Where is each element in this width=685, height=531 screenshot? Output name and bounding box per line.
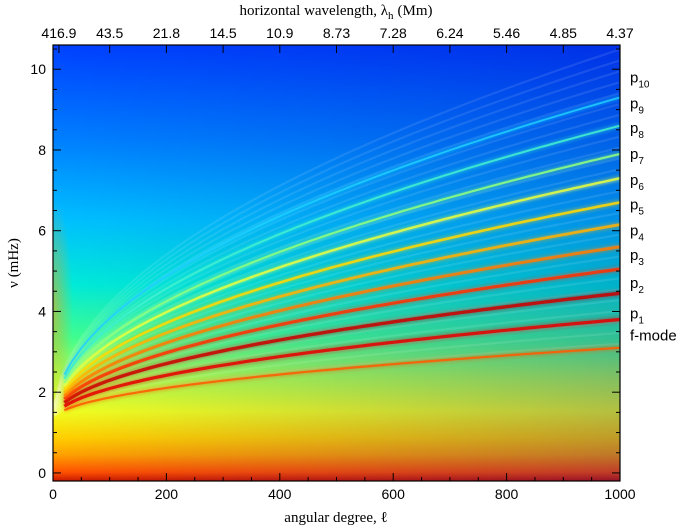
- top-axis-label-main: horizontal wavelength, λ: [240, 3, 389, 19]
- mode-label-p4: p4: [630, 223, 644, 244]
- mode-label-p6: p6: [630, 172, 644, 193]
- mode-label-p1: p1: [630, 305, 644, 326]
- fan-ridge: [53, 135, 620, 409]
- top-tick-label: 416.9: [41, 25, 76, 41]
- y-tick-label: 8: [38, 142, 46, 158]
- ridge-p4: [63, 245, 620, 397]
- top-axis-label: horizontal wavelength, λh (Mm): [240, 3, 433, 22]
- fan-ridge: [53, 81, 620, 406]
- top-tick-label: 21.8: [153, 25, 180, 41]
- fan-ridge: [53, 277, 620, 415]
- mode-label-p10: p10: [630, 69, 650, 90]
- ridge-p2: [63, 291, 620, 404]
- top-tick-label: 10.9: [266, 25, 293, 41]
- top-tick-label: 43.5: [96, 25, 123, 41]
- plot-area: [52, 44, 621, 482]
- fan-ridge: [53, 255, 620, 414]
- mode-label-p3: p3: [630, 247, 644, 268]
- mode-label-p9: p9: [630, 96, 644, 117]
- y-tick-label: 2: [38, 384, 46, 400]
- low-degree-glow: [53, 45, 133, 481]
- top-tick-label: 8.73: [323, 25, 350, 41]
- y-tick-label: 6: [38, 223, 46, 239]
- mode-label-f-mode: f-mode: [630, 328, 677, 345]
- ridge-p1: [63, 317, 620, 408]
- fan-ridge: [53, 212, 620, 412]
- x-tick-label: 0: [49, 486, 57, 502]
- ridge-p8: [63, 152, 620, 384]
- mode-labels: f-mode p1 p2 p3 p4 p5 p6 p7 p8 p9 p10: [630, 69, 677, 344]
- fan-ridge: [53, 48, 620, 405]
- top-tick-label: 5.46: [493, 25, 520, 41]
- mode-label-p7: p7: [630, 146, 644, 167]
- ridge-p9: [63, 124, 620, 380]
- top-axis-label-unit: (Mm): [397, 3, 432, 19]
- mode-label-p5: p5: [630, 196, 644, 217]
- x-tick-label: 1000: [604, 486, 635, 502]
- y-tick-label: 4: [38, 303, 46, 319]
- y-tick-label: 10: [30, 61, 46, 77]
- x-tick-label: 600: [382, 486, 406, 502]
- fan-ridge: [53, 331, 619, 418]
- fan-ridge: [53, 233, 620, 413]
- top-tick-label: 4.37: [606, 25, 633, 41]
- ridge-p10: [63, 96, 620, 376]
- mode-label-p8: p8: [630, 120, 644, 141]
- ridge-layer: [53, 45, 620, 481]
- fan-ridge: [53, 190, 620, 411]
- x-tick-label: 200: [155, 486, 179, 502]
- top-tick-label: 14.5: [209, 25, 236, 41]
- fan-ridge: [53, 168, 620, 410]
- y-axis-label: ν (mHz): [6, 238, 22, 288]
- x-tick-label: 800: [495, 486, 519, 502]
- top-tick-label: 4.85: [550, 25, 577, 41]
- ticks-layer: 0 200 400 600 800 1000 0 2 4 6 8 10 416.9 43.5 21.8 14.…: [30, 25, 635, 502]
- top-axis-label-sub: h: [388, 10, 394, 22]
- fan-ridge: [53, 59, 620, 405]
- ridge-f-mode: [63, 346, 620, 412]
- x-tick-label: 400: [268, 486, 292, 502]
- ridge-p5: [63, 223, 620, 394]
- ridge-p6: [63, 201, 620, 391]
- top-tick-label: 6.24: [436, 25, 463, 41]
- fan-ridge: [53, 114, 620, 408]
- ridge-p3: [63, 267, 620, 401]
- mode-label-p2: p2: [630, 275, 644, 296]
- fan-ridge: [53, 310, 619, 417]
- top-tick-label: 7.28: [380, 25, 407, 41]
- ridge-p7: [63, 177, 620, 387]
- fan-ridge: [53, 70, 620, 406]
- x-axis-label: angular degree, ℓ: [284, 510, 387, 526]
- y-tick-label: 0: [38, 465, 46, 481]
